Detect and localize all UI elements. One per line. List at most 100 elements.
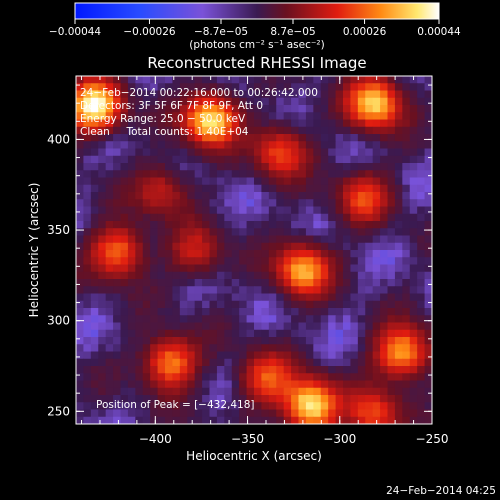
heatmap-cell — [135, 322, 144, 331]
heatmap-cell — [202, 126, 210, 135]
heatmap-cell — [150, 329, 158, 338]
heatmap-cell — [276, 300, 285, 309]
heatmap-cell — [357, 170, 366, 178]
heatmap-cell — [335, 329, 344, 338]
heatmap-cell — [194, 184, 203, 193]
heatmap-cell — [135, 155, 144, 164]
heatmap-cell — [372, 286, 381, 294]
chart-title: Reconstructed RHESSI Image — [147, 54, 366, 72]
heatmap-cell — [179, 192, 188, 200]
heatmap-cell — [387, 337, 396, 345]
heatmap-cell — [120, 337, 129, 345]
heatmap-cell — [216, 83, 225, 91]
heatmap-cell — [357, 206, 366, 215]
heatmap-cell — [380, 177, 388, 186]
heatmap-cell — [246, 286, 255, 294]
heatmap-cell — [157, 170, 166, 178]
heatmap-cell — [305, 242, 314, 251]
heatmap-cell — [246, 170, 255, 178]
heatmap-cell — [165, 387, 173, 396]
heatmap-cell — [380, 308, 388, 316]
heatmap-cell — [394, 184, 403, 193]
heatmap-cell — [202, 177, 210, 186]
heatmap-cell — [394, 380, 403, 389]
heatmap-cell — [305, 279, 314, 287]
heatmap-cell — [120, 257, 129, 265]
heatmap-cell — [261, 177, 270, 186]
heatmap-cell — [216, 119, 225, 128]
heatmap-cell — [320, 206, 329, 215]
heatmap-cell — [424, 83, 433, 91]
heatmap-cell — [328, 192, 336, 200]
heatmap-cell — [98, 293, 107, 302]
heatmap-cell — [150, 206, 158, 215]
heatmap-cell — [350, 235, 359, 244]
heatmap-cell — [409, 206, 418, 215]
heatmap-cell — [335, 155, 344, 164]
heatmap-cell — [165, 213, 173, 222]
heatmap-cell — [209, 329, 218, 338]
heatmap-cell — [261, 97, 270, 106]
heatmap-cell — [113, 235, 121, 244]
heatmap-cell — [276, 184, 285, 193]
heatmap-cell — [357, 141, 366, 149]
heatmap-cell — [135, 402, 144, 410]
heatmap-cell — [320, 184, 329, 193]
heatmap-cell — [320, 264, 329, 273]
heatmap-cell — [113, 170, 121, 178]
heatmap-cell — [120, 286, 129, 294]
heatmap-cell — [187, 402, 196, 410]
heatmap-cell — [276, 112, 285, 120]
heatmap-cell — [313, 344, 322, 352]
heatmap-cell — [305, 366, 314, 374]
heatmap-cell — [246, 235, 255, 244]
heatmap-cell — [224, 235, 233, 244]
heatmap-cell — [202, 155, 210, 164]
heatmap-cell — [402, 344, 411, 352]
heatmap-cell — [298, 213, 307, 222]
heatmap-cell — [105, 228, 114, 236]
heatmap-cell — [365, 192, 374, 200]
heatmap-cell — [283, 344, 292, 352]
heatmap-cell — [172, 213, 181, 222]
heatmap-cell — [150, 373, 158, 381]
heatmap-cell — [90, 395, 99, 403]
heatmap-cell — [268, 409, 277, 418]
heatmap-cell — [202, 322, 210, 331]
heatmap-cell — [387, 300, 396, 309]
heatmap-cell — [76, 264, 84, 273]
heatmap-cell — [76, 373, 84, 381]
heatmap-cell — [291, 213, 299, 222]
heatmap-cell — [417, 344, 425, 352]
heatmap-cell — [216, 380, 225, 389]
heatmap-cell — [320, 402, 329, 410]
heatmap-cell — [120, 366, 129, 374]
heatmap-cell — [261, 351, 270, 360]
heatmap-cell — [283, 228, 292, 236]
heatmap-cell — [365, 163, 374, 171]
heatmap-cell — [365, 366, 374, 374]
heatmap-cell — [320, 395, 329, 403]
heatmap-cell — [202, 308, 210, 316]
heatmap-cell — [313, 134, 322, 142]
heatmap-cell — [165, 315, 173, 323]
heatmap-cell — [120, 141, 129, 149]
heatmap-cell — [350, 300, 359, 309]
heatmap-cell — [113, 148, 121, 157]
heatmap-cell — [254, 228, 262, 236]
heatmap-pixels — [76, 76, 433, 425]
heatmap-cell — [105, 76, 114, 84]
heatmap-cell — [224, 228, 233, 236]
heatmap-cell — [202, 395, 210, 403]
heatmap-cell — [402, 286, 411, 294]
heatmap-cell — [187, 112, 196, 120]
heatmap-cell — [328, 177, 336, 186]
heatmap-cell — [231, 279, 240, 287]
heatmap-cell — [246, 300, 255, 309]
heatmap-cell — [261, 416, 270, 425]
heatmap-cell — [424, 257, 433, 265]
heatmap-cell — [283, 83, 292, 91]
heatmap-cell — [105, 90, 114, 99]
heatmap-cell — [372, 293, 381, 302]
